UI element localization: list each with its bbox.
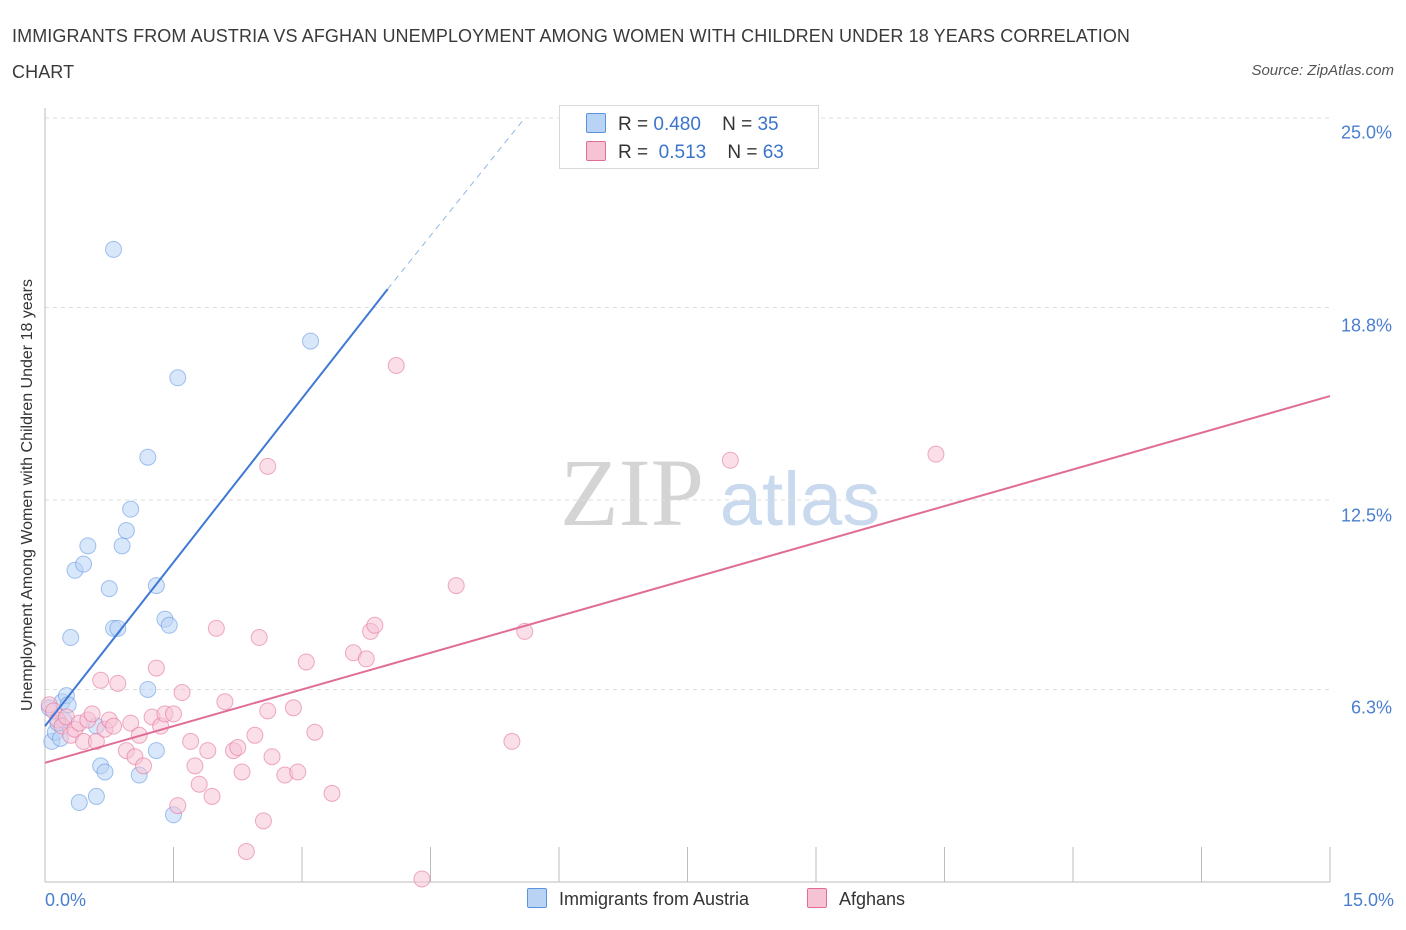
r-value-afghans: 0.513 <box>658 142 707 163</box>
afghan-point <box>447 577 465 595</box>
austria-point <box>113 537 131 555</box>
legend-swatch-austria <box>586 113 606 133</box>
afghan-point <box>182 732 200 750</box>
watermark-zip: ZIP <box>560 439 704 546</box>
austria-point <box>160 616 178 634</box>
afghan-point <box>250 629 268 647</box>
afghan-point <box>87 732 105 750</box>
afghan-point <box>927 445 945 463</box>
austria-point <box>105 240 123 258</box>
afghan-point <box>721 451 739 469</box>
austria-point <box>109 619 127 637</box>
austria-point <box>122 500 140 518</box>
n-label: N = <box>722 114 753 135</box>
austria-point <box>62 629 80 647</box>
afghan-point <box>216 693 234 711</box>
afghan-point <box>169 797 187 815</box>
n-label: N = <box>727 142 758 163</box>
x-tick-label: 0.0% <box>45 890 87 910</box>
austria-point <box>139 680 157 698</box>
afghan-point <box>147 659 165 677</box>
legend-item-austria: Immigrants from Austria <box>527 888 749 910</box>
austria-trendline-extension <box>387 117 526 290</box>
afghan-trendline <box>44 395 1331 764</box>
x-tick-label: 15.0% <box>1342 890 1394 910</box>
austria-point <box>139 448 157 466</box>
afghan-point <box>109 674 127 692</box>
afghan-point <box>284 699 302 717</box>
afghan-point <box>83 705 101 723</box>
afghan-point <box>263 748 281 766</box>
y-tick-label: 25.0% <box>1340 122 1392 143</box>
afghan-point <box>105 717 123 735</box>
afghan-point <box>199 742 217 760</box>
austria-point <box>79 537 97 555</box>
afghan-point <box>233 763 251 781</box>
afghan-point <box>165 705 182 723</box>
r-value-austria: 0.480 <box>653 114 701 135</box>
austria-point <box>87 787 105 805</box>
afghan-point <box>92 671 110 689</box>
afghan-point <box>387 357 405 375</box>
y-tick-label: 18.8% <box>1340 315 1392 336</box>
afghan-point <box>357 650 375 668</box>
r-label: R = <box>618 142 649 163</box>
legend-swatch-afghans <box>586 141 606 161</box>
legend-row-afghans: R = 0.513 N = 63 <box>586 141 784 167</box>
afghan-point <box>203 787 221 805</box>
afghan-point <box>254 812 272 830</box>
legend-row-austria: R = 0.480 N = 35 <box>586 113 779 139</box>
afghan-point <box>135 757 153 775</box>
austria-point <box>70 794 88 812</box>
legend-swatch-afghans <box>807 888 827 908</box>
austria-point <box>100 580 118 598</box>
correlation-legend: R = 0.480 N = 35 R = 0.513 N = 63 <box>559 105 819 169</box>
afghan-point <box>173 684 191 702</box>
austria-point <box>169 369 187 387</box>
afghan-point <box>503 732 521 750</box>
chart-source: Source: ZipAtlas.com <box>1251 62 1394 79</box>
afghan-point <box>323 784 341 802</box>
afghan-point <box>413 870 431 888</box>
afghan-point <box>207 619 225 637</box>
austria-point <box>302 332 320 350</box>
r-label: R = <box>618 114 649 135</box>
afghan-point <box>246 726 264 744</box>
afghan-point <box>259 457 277 475</box>
austria-point <box>75 555 93 573</box>
y-tick-label: 12.5% <box>1340 505 1392 526</box>
afghan-point <box>190 775 208 793</box>
n-value-afghans: 63 <box>762 142 784 163</box>
afghan-point <box>289 763 307 781</box>
legend-swatch-austria <box>527 888 547 908</box>
legend-label-austria: Immigrants from Austria <box>559 889 750 909</box>
afghan-point <box>366 616 384 634</box>
afghan-point <box>297 653 315 671</box>
afghan-point <box>122 714 140 732</box>
legend-item-afghans: Afghans <box>807 888 905 910</box>
y-tick-label: 6.3% <box>1350 697 1392 718</box>
n-value-austria: 35 <box>757 114 779 135</box>
afghan-point <box>237 842 255 860</box>
austria-trendline <box>44 288 389 727</box>
afghan-point <box>186 757 204 775</box>
austria-point <box>117 522 135 540</box>
legend-label-afghans: Afghans <box>839 889 906 909</box>
afghan-point <box>229 739 247 757</box>
afghan-point <box>306 723 324 741</box>
chart-title: IMMIGRANTS FROM AUSTRIA VS AFGHAN UNEMPL… <box>12 26 1131 82</box>
austria-point <box>96 763 114 781</box>
austria-point <box>147 742 165 760</box>
afghan-point <box>259 702 277 720</box>
